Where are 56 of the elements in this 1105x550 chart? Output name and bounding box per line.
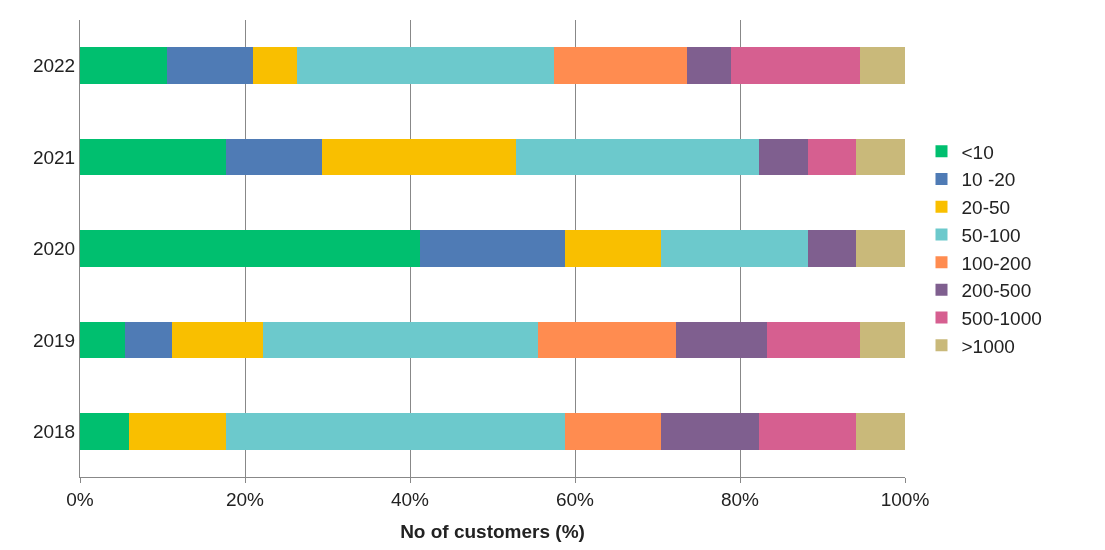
bar [859,321,905,359]
bar [516,138,759,176]
bar [80,230,420,267]
x-tick-label: 40% [390,488,430,510]
bar [419,230,566,267]
bar [730,47,861,84]
bar [296,47,555,84]
legend-label: 100-200 [961,252,1032,274]
bar [80,413,129,450]
x-axis-title: No of customers (%) [400,520,585,542]
y-tick-label: 2020 [32,238,76,260]
bar [80,321,126,359]
x-tick-label: 60% [555,488,595,510]
bar [565,230,661,267]
legend-label: 10 -20 [961,169,1016,191]
y-tick-label: 2018 [32,420,76,442]
x-tick-label: 20% [225,488,265,510]
y-tick-label: 2019 [32,329,76,351]
legend-label: 50-100 [961,224,1021,246]
bar [253,47,297,84]
legend-label: >1000 [961,335,1015,357]
bar [767,321,860,359]
bar [660,230,808,267]
bar [125,321,173,359]
bar [687,47,731,84]
bar [807,138,857,176]
bar [565,413,661,450]
y-tick-label: 2022 [32,55,76,77]
bar [758,413,857,450]
x-tick-label: 80% [720,488,760,510]
bar [860,47,905,84]
x-tick-label: 0% [66,488,94,510]
y-tick-label: 2021 [32,146,76,168]
bar [226,413,566,450]
bar [856,138,905,176]
bar [856,230,905,267]
legend-label: <10 [961,141,994,163]
bar [676,321,768,359]
bar [321,138,517,176]
bar [172,321,264,359]
bar [537,321,677,359]
bar [856,413,905,450]
legend-label: 20-50 [961,197,1011,219]
bar [80,138,227,176]
bar [128,413,227,450]
legend-label: 200-500 [961,280,1032,302]
bar [80,47,167,84]
bar [807,230,857,267]
legend-label: 500-1000 [961,307,1042,329]
x-tick-label: 100% [880,488,930,510]
bar [226,138,322,176]
bar [166,47,254,84]
bar [660,413,759,450]
bar [554,47,688,84]
bar [758,138,808,176]
bar [263,321,538,359]
